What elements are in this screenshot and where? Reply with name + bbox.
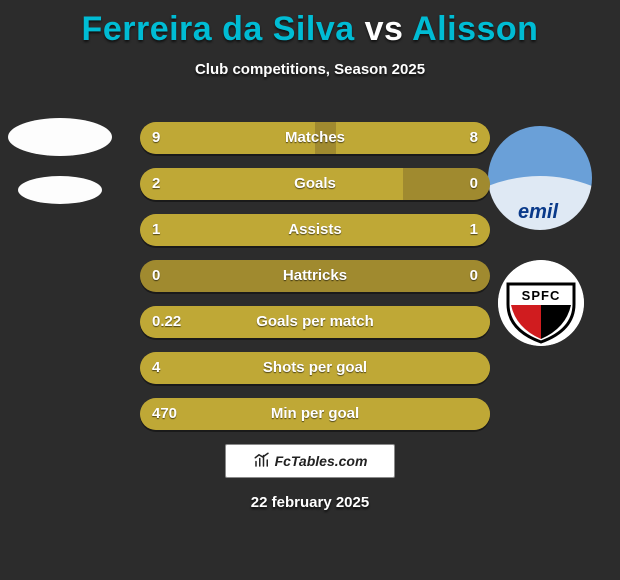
stat-bar-right-fill bbox=[315, 214, 490, 246]
stat-bar-left-fill bbox=[140, 122, 315, 154]
vs-text: vs bbox=[365, 10, 404, 48]
attribution-badge: FcTables.com bbox=[225, 444, 395, 478]
stat-bar-right-fill bbox=[336, 122, 490, 154]
stat-bar-left-fill bbox=[140, 214, 315, 246]
svg-text:SPFC: SPFC bbox=[522, 288, 561, 303]
stat-value-left: 2 bbox=[152, 168, 160, 200]
stat-value-left: 470 bbox=[152, 398, 177, 430]
stat-value-right: 0 bbox=[470, 168, 478, 200]
stat-row: 98Matches bbox=[140, 122, 490, 154]
stat-row: 20Goals bbox=[140, 168, 490, 200]
stats-container: 98Matches20Goals11Assists00Hattricks0.22… bbox=[140, 122, 490, 444]
chart-icon bbox=[253, 451, 271, 472]
stat-value-left: 9 bbox=[152, 122, 160, 154]
stat-row: 0 0Hattricks bbox=[140, 260, 490, 292]
stat-bar-left-fill bbox=[140, 168, 403, 200]
stat-value-left: 0 bbox=[152, 260, 160, 292]
svg-text:emil: emil bbox=[518, 201, 558, 223]
stat-row: 4Shots per goal bbox=[140, 352, 490, 384]
stat-value-left: 4 bbox=[152, 352, 160, 384]
stat-bar-left-fill bbox=[140, 352, 490, 384]
footer-date: 22 february 2025 bbox=[0, 494, 620, 511]
stat-value-left: 0.22 bbox=[152, 306, 181, 338]
right-avatar-1: emil bbox=[488, 126, 592, 230]
stat-row: 11Assists bbox=[140, 214, 490, 246]
stat-value-right: 8 bbox=[470, 122, 478, 154]
stat-bar-left-fill bbox=[140, 398, 490, 430]
player1-name: Ferreira da Silva bbox=[82, 10, 355, 48]
comparison-title: Ferreira da Silva vs Alisson bbox=[0, 0, 620, 49]
left-avatar-placeholder-2 bbox=[18, 176, 102, 204]
player2-name: Alisson bbox=[412, 10, 538, 48]
left-avatar-placeholder-1 bbox=[8, 118, 112, 156]
stat-bar-left-fill bbox=[140, 306, 490, 338]
spfc-logo: SPFC bbox=[498, 260, 584, 346]
stat-label: Hattricks bbox=[140, 260, 490, 292]
stat-value-right: 1 bbox=[470, 214, 478, 246]
subtitle: Club competitions, Season 2025 bbox=[0, 61, 620, 78]
attribution-text: FcTables.com bbox=[275, 453, 368, 469]
stat-row: 0.22Goals per match bbox=[140, 306, 490, 338]
stat-value-left: 1 bbox=[152, 214, 160, 246]
stat-value-right: 0 bbox=[470, 260, 478, 292]
stat-row: 470Min per goal bbox=[140, 398, 490, 430]
